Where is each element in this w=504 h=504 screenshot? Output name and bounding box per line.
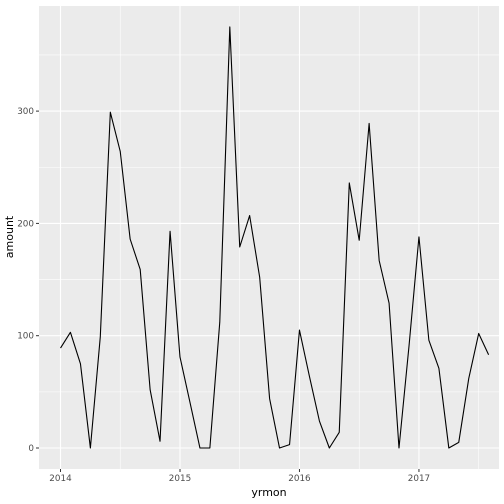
y-tick-label: 300 (17, 107, 34, 117)
x-tick-label: 2014 (49, 474, 72, 484)
y-tick-label: 100 (17, 332, 34, 342)
major-gridlines (39, 6, 499, 469)
x-tick-label: 2017 (408, 474, 430, 484)
x-axis: 2014 2015 2016 2017 (49, 469, 430, 484)
x-axis-title: yrmon (251, 486, 286, 499)
y-axis: 0 100 200 300 (17, 107, 39, 454)
x-tick-label: 2016 (288, 474, 311, 484)
y-axis-title: amount (3, 215, 16, 258)
series-line (60, 26, 490, 449)
y-tick-label: 200 (17, 219, 34, 229)
x-tick-label: 2015 (169, 474, 191, 484)
y-tick-label: 0 (28, 444, 34, 454)
plot-panel (39, 6, 499, 469)
